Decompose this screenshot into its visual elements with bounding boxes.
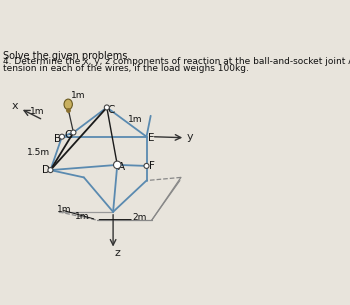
Text: A: A	[118, 162, 125, 172]
Text: 2m: 2m	[132, 213, 146, 221]
Text: 4. Determine the x, y, z components of reaction at the ball-and-socket joint A a: 4. Determine the x, y, z components of r…	[4, 57, 350, 66]
Ellipse shape	[64, 99, 72, 109]
Text: Solve the given problems.: Solve the given problems.	[4, 51, 131, 61]
Circle shape	[71, 130, 76, 135]
Text: C: C	[107, 105, 114, 115]
Circle shape	[48, 167, 53, 173]
Text: 1.5m: 1.5m	[27, 148, 50, 157]
Text: z: z	[114, 248, 120, 257]
Text: 1m: 1m	[30, 107, 44, 116]
Text: y: y	[187, 132, 194, 142]
Text: tension in each of the wires, if the load weighs 100kg.: tension in each of the wires, if the loa…	[4, 64, 249, 73]
Circle shape	[60, 134, 64, 139]
Circle shape	[113, 161, 121, 169]
Text: D: D	[42, 165, 50, 175]
Text: E: E	[148, 133, 154, 143]
Text: 1m: 1m	[57, 205, 71, 214]
Text: G: G	[64, 130, 72, 140]
Text: F: F	[149, 161, 155, 171]
Text: 1m: 1m	[128, 116, 142, 124]
Circle shape	[144, 163, 149, 168]
Text: 1m: 1m	[75, 212, 89, 221]
Text: B: B	[54, 134, 61, 144]
Text: 1m: 1m	[71, 92, 86, 100]
Text: x: x	[12, 102, 18, 111]
Circle shape	[104, 105, 109, 110]
